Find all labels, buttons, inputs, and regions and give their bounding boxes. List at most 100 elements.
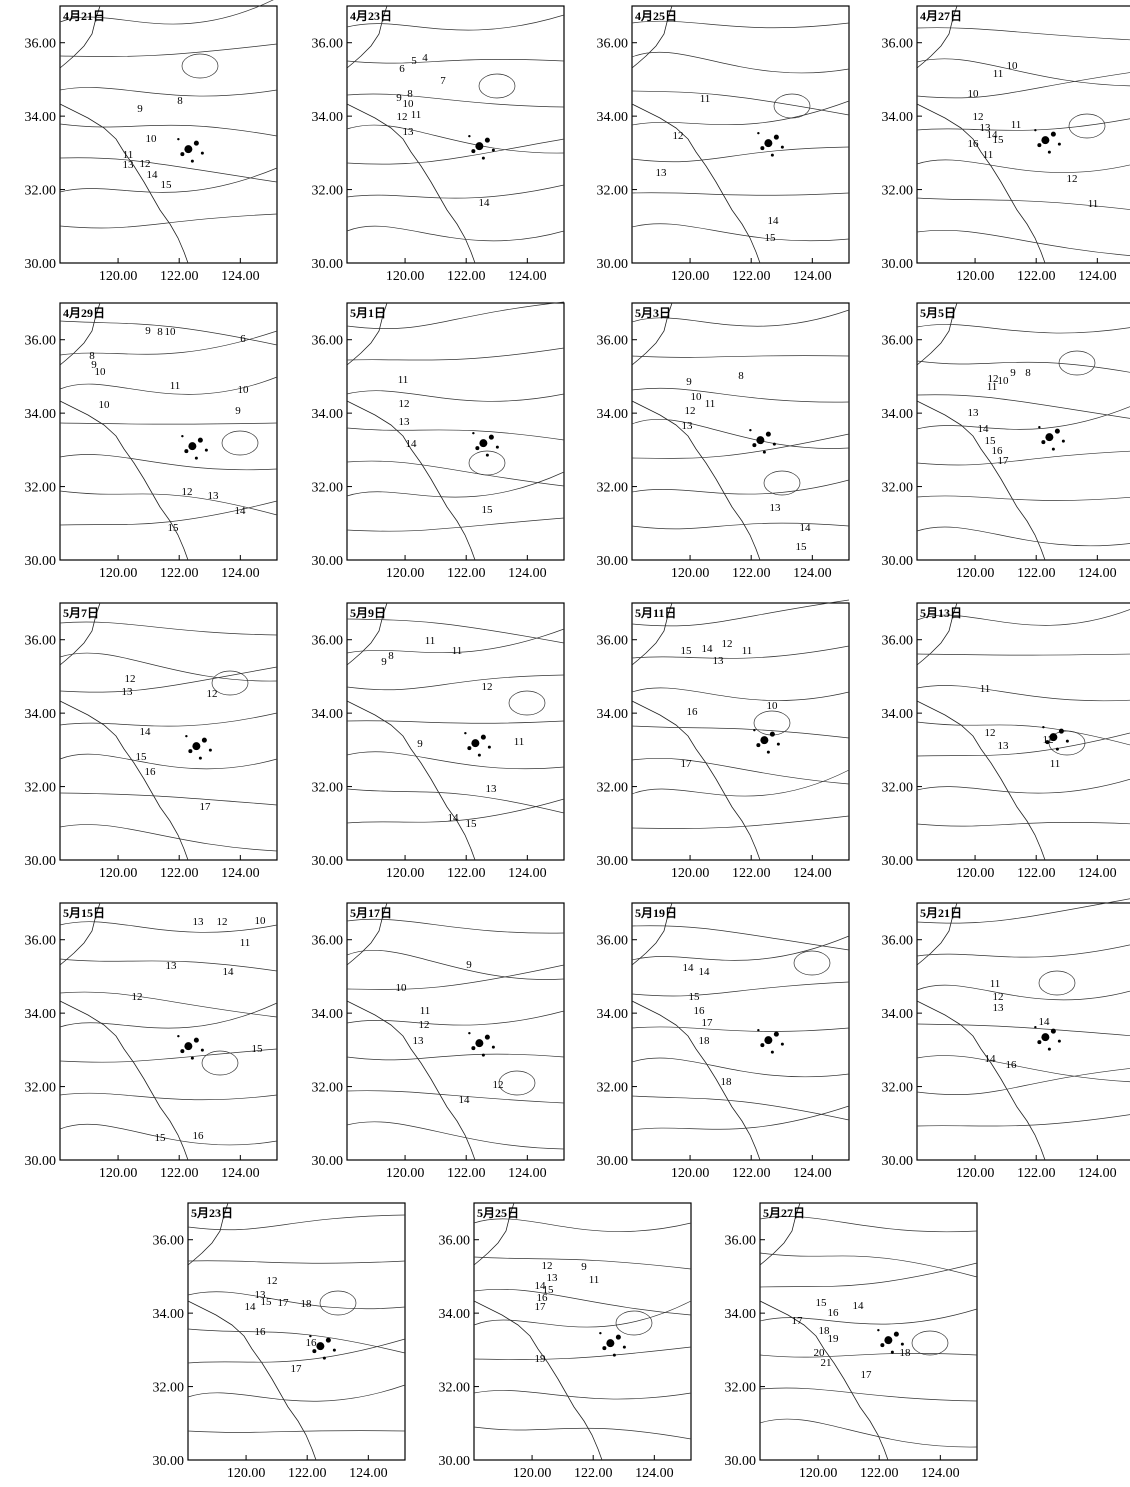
station-dot bbox=[191, 160, 194, 163]
station-dot bbox=[184, 1042, 192, 1050]
x-tick-label: 122.00 bbox=[160, 866, 199, 881]
y-tick-label: 30.00 bbox=[882, 257, 914, 272]
station-dot bbox=[180, 1049, 184, 1053]
station-dot bbox=[891, 1351, 894, 1354]
station-dot bbox=[1048, 1048, 1051, 1051]
contour-label: 17 bbox=[861, 1369, 873, 1381]
station-dot bbox=[1058, 1040, 1061, 1043]
contour-label: 11 bbox=[983, 149, 994, 161]
contour-label: 17 bbox=[200, 801, 212, 813]
x-tick-label: 122.00 bbox=[1017, 866, 1055, 881]
x-tick-label: 124.00 bbox=[508, 566, 547, 581]
contour-label: 13 bbox=[193, 916, 205, 928]
panel-title: 4月21日 bbox=[63, 9, 105, 23]
panel-title: 5月17日 bbox=[350, 906, 392, 920]
x-tick-label: 120.00 bbox=[386, 566, 425, 581]
y-tick-label: 30.00 bbox=[882, 554, 914, 569]
x-tick-label: 120.00 bbox=[99, 269, 138, 284]
contour-label: 14 bbox=[1039, 1016, 1051, 1028]
y-tick-label: 34.00 bbox=[725, 1307, 757, 1322]
contour-label: 14 bbox=[459, 1094, 471, 1106]
contour-label: 13 bbox=[123, 159, 135, 171]
contour-label: 15 bbox=[993, 134, 1005, 146]
x-tick-label: 122.00 bbox=[160, 566, 199, 581]
contour-label: 14 bbox=[985, 1053, 997, 1065]
contour-label: 16 bbox=[193, 1130, 205, 1142]
y-tick-label: 36.00 bbox=[725, 1234, 757, 1249]
station-dot bbox=[781, 146, 784, 149]
contour-label: 14 bbox=[235, 505, 247, 517]
station-dot bbox=[181, 435, 183, 437]
y-tick-label: 34.00 bbox=[25, 110, 57, 125]
y-tick-label: 32.00 bbox=[153, 1381, 185, 1396]
y-tick-label: 32.00 bbox=[25, 781, 57, 796]
station-dot bbox=[1045, 433, 1053, 441]
x-tick-label: 122.00 bbox=[732, 566, 771, 581]
contour-label: 13 bbox=[399, 416, 411, 428]
x-tick-label: 120.00 bbox=[956, 1166, 995, 1181]
panel-title: 5月21日 bbox=[920, 906, 962, 920]
station-dot bbox=[468, 135, 470, 137]
panel-frame bbox=[474, 1203, 691, 1460]
x-tick-label: 120.00 bbox=[99, 866, 138, 881]
station-dot bbox=[760, 736, 768, 744]
x-tick-label: 122.00 bbox=[574, 1466, 613, 1481]
contour-label: 11 bbox=[452, 645, 463, 657]
panel-title: 4月25日 bbox=[635, 9, 677, 23]
station-dot bbox=[766, 432, 771, 437]
y-tick-label: 30.00 bbox=[25, 1154, 57, 1169]
y-tick-label: 32.00 bbox=[597, 184, 629, 199]
y-tick-label: 32.00 bbox=[597, 781, 629, 796]
contour-label: 9 bbox=[466, 959, 472, 971]
y-tick-label: 32.00 bbox=[25, 481, 57, 496]
station-dot bbox=[482, 1054, 485, 1057]
station-dot bbox=[486, 454, 489, 457]
y-tick-label: 32.00 bbox=[882, 1081, 914, 1096]
panel-frame bbox=[632, 903, 849, 1160]
station-dot bbox=[333, 1349, 336, 1352]
station-dot bbox=[468, 1032, 470, 1034]
station-dot bbox=[485, 1035, 490, 1040]
panel-title: 5月9日 bbox=[350, 606, 386, 620]
contour-label: 6 bbox=[399, 63, 405, 75]
contour-label: 12 bbox=[673, 130, 684, 142]
y-tick-label: 34.00 bbox=[25, 407, 57, 422]
panel-title: 5月13日 bbox=[920, 606, 962, 620]
station-dot bbox=[1059, 729, 1064, 734]
contour-label: 11 bbox=[1088, 198, 1099, 210]
station-dot bbox=[1052, 448, 1055, 451]
y-tick-label: 30.00 bbox=[439, 1454, 471, 1469]
contour-label: 14 bbox=[699, 966, 711, 978]
y-tick-label: 34.00 bbox=[597, 407, 629, 422]
contour-label: 14 bbox=[448, 812, 460, 824]
contour-label: 19 bbox=[535, 1353, 547, 1365]
contour-label: 8 bbox=[388, 650, 394, 662]
y-tick-label: 30.00 bbox=[25, 554, 57, 569]
station-dot bbox=[184, 145, 192, 153]
x-tick-label: 122.00 bbox=[732, 269, 771, 284]
contour-label: 13 bbox=[713, 655, 725, 667]
station-dot bbox=[1037, 143, 1041, 147]
contour-label: 16 bbox=[687, 706, 699, 718]
contour-label: 9 bbox=[396, 92, 402, 104]
x-tick-label: 124.00 bbox=[1078, 866, 1117, 881]
y-tick-label: 34.00 bbox=[312, 407, 344, 422]
x-tick-label: 122.00 bbox=[447, 566, 486, 581]
station-dot bbox=[199, 757, 202, 760]
station-dot bbox=[312, 1349, 316, 1353]
station-dot bbox=[1066, 740, 1069, 743]
panel-title: 5月11日 bbox=[635, 606, 676, 620]
contour-label: 19 bbox=[828, 1333, 840, 1345]
contour-label: 11 bbox=[420, 1005, 431, 1017]
contour-label: 18 bbox=[699, 1035, 711, 1047]
station-dot bbox=[616, 1335, 621, 1340]
x-tick-label: 124.00 bbox=[1078, 1166, 1117, 1181]
